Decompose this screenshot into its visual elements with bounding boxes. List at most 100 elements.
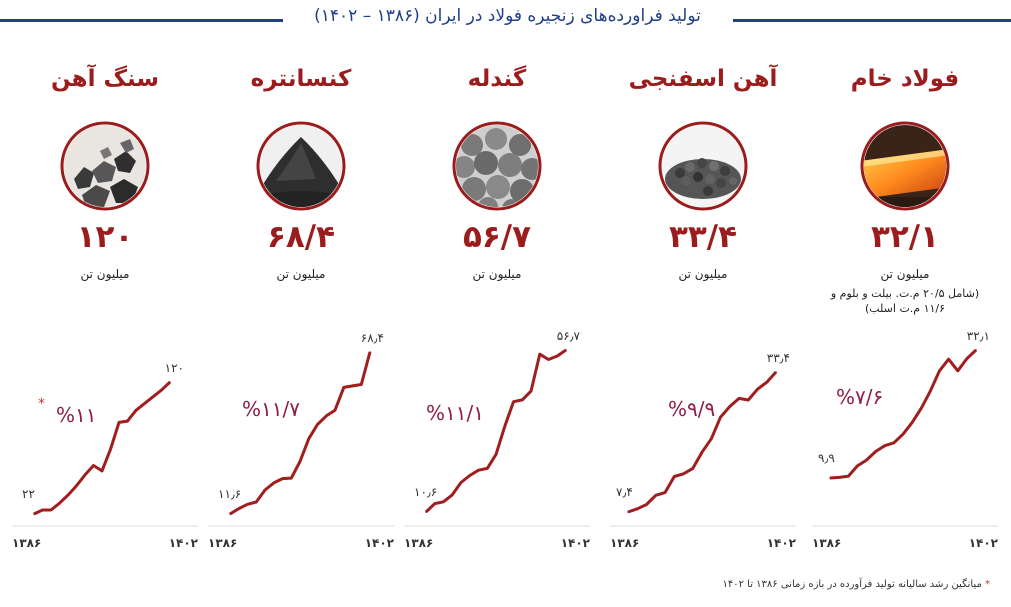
series-line xyxy=(424,348,567,514)
data-point xyxy=(92,464,95,467)
data-point xyxy=(118,421,120,424)
panel-unit: میلیون تن xyxy=(880,267,930,281)
pellet-icon xyxy=(452,121,542,211)
data-point xyxy=(911,421,913,424)
panel-title: سنگ آهن xyxy=(50,66,160,92)
panel-line-chart: * %۱۱ ۲۲ ۱۲۰ xyxy=(12,361,198,527)
data-point xyxy=(539,353,541,355)
axis-end-label: ۱۴۰۲ xyxy=(766,536,796,550)
panel-total: ۵۶/۷ xyxy=(462,219,532,255)
axis-end-label: ۱۴۰۲ xyxy=(168,536,198,550)
data-point xyxy=(893,442,895,444)
panel-concentrate: کنسانتره ۶۸/۴ میلیون تن %۱۱/۷ ۱۱٫۶ ۶۸٫۴ … xyxy=(206,56,396,576)
panel-title: آهن اسفنجی xyxy=(628,66,778,92)
data-point xyxy=(460,481,462,484)
data-point xyxy=(636,508,639,510)
panel-title: فولاد خام xyxy=(850,66,960,92)
data-point xyxy=(160,389,163,391)
data-point xyxy=(343,386,345,389)
data-point xyxy=(929,390,932,392)
data-point xyxy=(530,390,532,392)
end-value-label: ۵۶٫۷ xyxy=(557,332,581,343)
axis-end-label: ۱۴۰۲ xyxy=(560,536,590,550)
panel-pellet: گندله ۵۶/۷ میلیون تن %۱۱/۱ ۱۰٫۶ ۵۶٫۷ ۱۳۸… xyxy=(402,56,592,576)
panel-unit: میلیون تن xyxy=(276,267,326,281)
data-point xyxy=(67,494,69,496)
data-point xyxy=(229,513,231,515)
panel-unit: میلیون تن xyxy=(472,267,522,281)
data-point xyxy=(947,358,950,360)
cagr-label: %۹/۹ xyxy=(668,397,715,421)
data-point xyxy=(719,416,722,418)
data-point xyxy=(325,415,328,417)
cagr-star: * xyxy=(38,396,45,412)
panel-title: گندله xyxy=(467,66,527,92)
data-point xyxy=(521,399,524,401)
panel-total: ۶۸/۴ xyxy=(266,219,336,255)
data-point xyxy=(281,477,284,480)
data-point xyxy=(856,465,859,467)
panel-total: ۳۲/۱ xyxy=(870,219,940,255)
data-point xyxy=(273,482,275,484)
footnote-star: * xyxy=(985,579,990,590)
data-point xyxy=(360,383,363,386)
data-point xyxy=(299,460,301,463)
data-point xyxy=(829,477,831,479)
data-point xyxy=(710,438,713,440)
data-point xyxy=(673,475,676,478)
data-point xyxy=(334,409,336,411)
data-point xyxy=(865,459,868,461)
data-point xyxy=(838,476,840,479)
data-point xyxy=(41,509,44,511)
panel-title: کنسانتره xyxy=(250,66,352,92)
cagr-label: %۷/۶ xyxy=(836,385,883,409)
data-point xyxy=(747,399,750,401)
panel-line-chart: %۷/۶ ۹٫۹ ۳۲٫۱ xyxy=(812,332,998,527)
data-point xyxy=(495,453,497,456)
data-point xyxy=(255,501,258,503)
data-point xyxy=(451,494,454,496)
data-point xyxy=(50,509,52,511)
data-point xyxy=(692,467,694,470)
panel-unit: میلیون تن xyxy=(80,267,130,281)
axis-start-label: ۱۳۸۶ xyxy=(404,536,434,550)
data-point xyxy=(682,473,685,475)
data-point xyxy=(920,407,923,409)
data-point xyxy=(369,351,371,353)
data-point xyxy=(477,469,480,471)
start-value-label: ۱۱٫۶ xyxy=(218,487,241,501)
data-point xyxy=(101,470,103,472)
start-value-label: ۷٫۴ xyxy=(616,485,633,499)
data-point xyxy=(109,448,112,451)
series-line xyxy=(627,370,778,514)
data-point xyxy=(975,349,977,351)
data-point xyxy=(246,503,249,506)
data-point xyxy=(58,502,61,504)
data-point xyxy=(135,409,137,412)
cagr-label: %۱۱/۱ xyxy=(426,401,484,425)
data-point xyxy=(775,371,777,373)
start-value-label: ۲۲ xyxy=(22,487,35,501)
data-point xyxy=(75,484,78,487)
iron-ore-icon xyxy=(60,121,150,211)
axis-start-label: ۱۳۸۶ xyxy=(610,536,640,550)
panel-total: ۳۳/۴ xyxy=(668,219,738,255)
data-point xyxy=(290,477,293,479)
data-point xyxy=(701,451,703,453)
data-point xyxy=(556,355,559,357)
cagr-label: %۱۱ xyxy=(56,403,97,427)
data-point xyxy=(766,381,768,383)
data-point xyxy=(316,423,319,426)
data-point xyxy=(756,388,759,390)
end-value-label: ۱۲۰ xyxy=(165,361,184,375)
data-point xyxy=(238,507,240,510)
panel-total: ۱۲۰ xyxy=(76,219,134,255)
data-point xyxy=(738,397,740,400)
axis-end-label: ۱۴۰۲ xyxy=(364,536,394,550)
sponge-iron-icon xyxy=(658,121,748,211)
footnote-text: میانگین رشد سالیانه تولید فرآورده در باز… xyxy=(722,579,982,590)
panel-note: (شامل ۲۰/۵ م.ت. بیلت و بلوم و ۱۱/۶ م.ت ا… xyxy=(830,287,980,315)
crude-steel-icon xyxy=(860,121,950,211)
panel-iron-ore: سنگ آهن ۱۲۰ میلیون تن * %۱۱ ۲۲ ۱۲۰ ۱۳۸۶ … xyxy=(10,56,200,576)
panel-line-chart: %۱۱/۱ ۱۰٫۶ ۵۶٫۷ xyxy=(404,332,590,527)
